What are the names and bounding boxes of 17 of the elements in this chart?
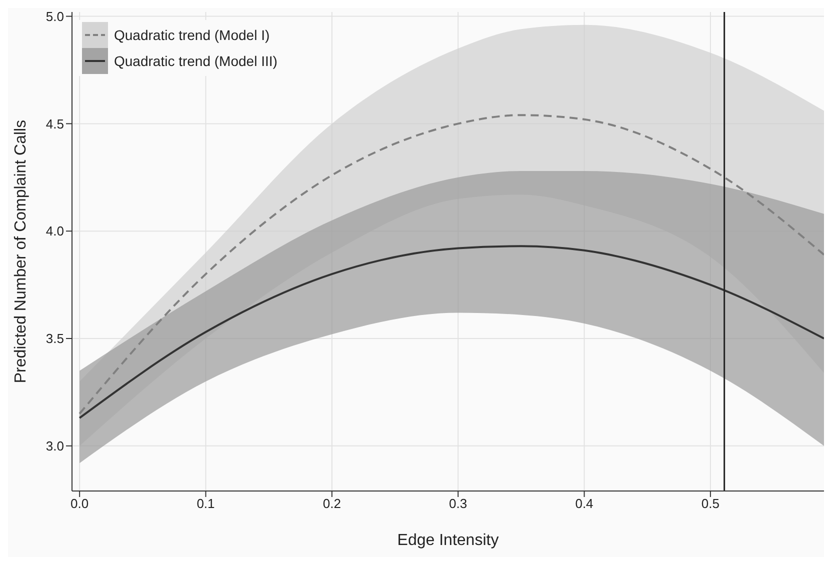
- line-series: [78, 245, 824, 419]
- y-tick-label: 3.0: [46, 438, 64, 454]
- y-tick-label: 3.5: [46, 331, 64, 346]
- x-axis-title: Edge Intensity: [397, 532, 499, 549]
- legend-label: Quadratic trend (Model I): [114, 27, 270, 43]
- y-tick-label: 4.5: [46, 116, 64, 132]
- x-tick-label: 0.1: [196, 496, 215, 512]
- x-tick-label: 0.3: [449, 496, 468, 512]
- y-tick-label: 5.0: [46, 8, 64, 24]
- line-series: [78, 114, 824, 415]
- x-tick-label: 0.2: [322, 496, 341, 512]
- x-tick-label: 0.4: [575, 496, 594, 512]
- x-tick-label: 0.5: [701, 496, 720, 512]
- y-tick-label: 4.0: [46, 224, 64, 239]
- y-axis-title: Predicted Number of Complaint Calls: [12, 120, 30, 384]
- legend-label: Quadratic trend (Model III): [114, 53, 278, 69]
- x-tick-label: 0.0: [70, 496, 89, 512]
